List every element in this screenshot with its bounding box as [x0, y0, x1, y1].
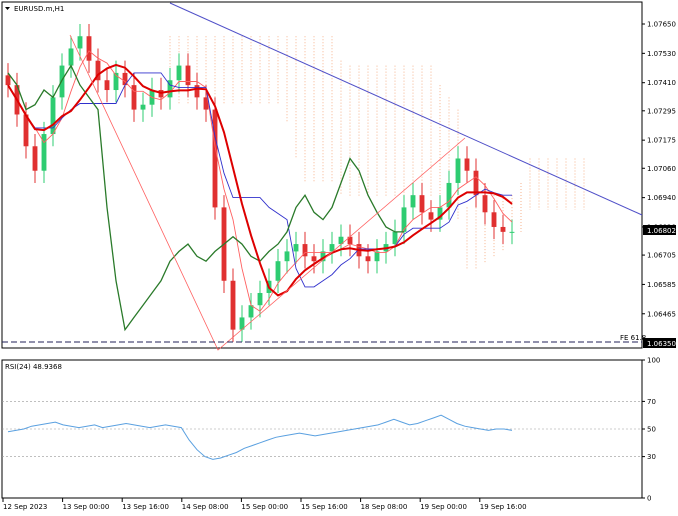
price-tick-label: 1.06705: [647, 252, 676, 260]
candle-body: [275, 261, 281, 281]
price-axis: 1.07650 1.07530 1.07410 1.07295 1.07175 1.070…: [642, 21, 676, 318]
current-price-box: [643, 225, 676, 235]
candle-body: [329, 244, 335, 252]
candle-body: [374, 251, 380, 262]
fe-level-label: FE 61.8: [620, 334, 646, 342]
price-tick-label: 1.06465: [647, 310, 676, 318]
candle-body: [32, 146, 38, 171]
price-tick-label: 1.07410: [647, 79, 676, 87]
rsi-tick-label: 50: [647, 426, 656, 434]
rsi-tick-label: 70: [647, 398, 656, 406]
price-tick-label: 1.06585: [647, 281, 676, 289]
rsi-label: RSI(24) 48.9368: [5, 363, 62, 371]
candle-body: [284, 251, 290, 262]
candle-body: [50, 97, 56, 135]
price-panel-frame: [1, 1, 643, 349]
candle-body: [302, 244, 308, 257]
time-tick-label: 13 Sep 00:00: [63, 503, 110, 511]
candle-body: [5, 75, 11, 86]
time-tick-label: 19 Sep 16:00: [480, 503, 527, 511]
fibo-expansion-lines[interactable]: [69, 34, 466, 351]
kijun-line: [7, 72, 512, 288]
candle-body: [104, 80, 110, 91]
candle-body: [509, 231, 515, 233]
time-tick-label: 19 Sep 00:00: [420, 503, 467, 511]
candle-body: [347, 236, 353, 245]
candle-body: [464, 158, 470, 171]
candle-body: [176, 65, 182, 81]
time-tick-label: 13 Sep 16:00: [122, 503, 169, 511]
candle-body: [437, 207, 443, 220]
candle-body: [131, 85, 137, 110]
time-tick-label: 14 Sep 08:00: [182, 503, 229, 511]
candle-body: [77, 36, 83, 49]
candle-body: [293, 244, 299, 252]
candle-body: [338, 236, 344, 245]
candle-body: [122, 72, 128, 86]
candle-body: [320, 251, 326, 262]
candle-body: [167, 80, 173, 98]
candle-body: [455, 158, 461, 183]
candle-body: [194, 85, 200, 98]
candle-body: [113, 72, 119, 91]
candle-body: [473, 170, 479, 196]
chart-title: EURUSD.m,H1: [14, 5, 64, 13]
trendline[interactable]: [169, 2, 643, 216]
time-tick-label: 12 Sep 2023: [3, 503, 47, 511]
candle-body: [392, 231, 398, 245]
candle-body: [482, 195, 488, 213]
time-tick-label: 18 Sep 08:00: [361, 503, 408, 511]
fe-price-box: [643, 338, 676, 348]
candle-body: [257, 292, 263, 306]
fe-price-label: 1.06350: [647, 340, 676, 348]
candle-body: [410, 195, 416, 208]
candle-body: [500, 226, 506, 232]
candle-body: [212, 109, 218, 208]
candle-body: [140, 104, 146, 110]
candle-body: [311, 256, 317, 262]
price-tick-label: 1.07060: [647, 165, 676, 173]
candle-body: [365, 256, 371, 262]
chikou-line: [7, 64, 404, 332]
price-tick-label: 1.07650: [647, 21, 676, 29]
candle-body: [68, 48, 74, 66]
candle-body: [446, 182, 452, 208]
candle-body: [239, 317, 245, 330]
price-tick-label: 1.07295: [647, 107, 676, 115]
time-tick-label: 15 Sep 16:00: [301, 503, 348, 511]
candle-body: [428, 212, 434, 220]
candle-body: [86, 36, 92, 61]
rsi-tick-label: 0: [647, 495, 651, 503]
candles: [5, 24, 515, 342]
candle-body: [401, 207, 407, 232]
current-price-label: 1.06802: [647, 227, 676, 235]
moving-average-line: [7, 63, 513, 297]
candle-body: [23, 114, 29, 147]
rsi-axis: 100 70 50 30 0: [642, 357, 660, 503]
price-tick-label: 1.07175: [647, 137, 676, 145]
tenkan-line: [7, 50, 513, 312]
time-tick-label: 15 Sep 00:00: [241, 503, 288, 511]
candle-body: [203, 97, 209, 110]
candle-body: [230, 280, 236, 330]
candle-body: [419, 195, 425, 213]
rsi-levels: [2, 401, 642, 457]
candle-body: [41, 134, 47, 171]
time-axis: 12 Sep 2023 13 Sep 00:00 13 Sep 16:00 14 Se…: [2, 498, 527, 511]
rsi-tick-label: 30: [647, 453, 656, 461]
rsi-tick-label: 100: [647, 357, 660, 365]
candle-body: [185, 65, 191, 86]
price-tick-label: 1.07530: [647, 50, 676, 58]
candle-body: [95, 60, 101, 81]
candle-body: [248, 305, 254, 318]
price-tick-label: 1.06940: [647, 194, 676, 202]
rsi-line: [7, 414, 513, 460]
candle-body: [491, 212, 497, 227]
symbol-dropdown-icon[interactable]: [5, 7, 10, 10]
